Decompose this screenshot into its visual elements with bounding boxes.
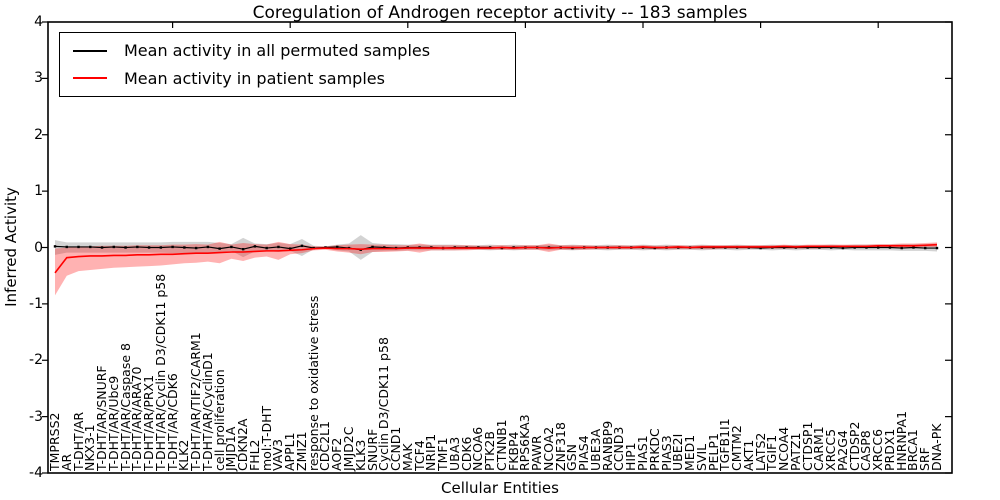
chart-title: Coregulation of Androgen receptor activi… bbox=[252, 3, 748, 23]
y-tick-label: -2 bbox=[29, 352, 43, 369]
y-tick-label: -4 bbox=[29, 465, 43, 481]
y-tick-label: 4 bbox=[34, 14, 43, 30]
legend-entry-permuted: Mean activity in all permuted samples bbox=[73, 41, 515, 60]
x-category-label: DNA-PK bbox=[929, 423, 944, 472]
y-tick-label: 2 bbox=[34, 126, 43, 143]
legend-entry-patient: Mean activity in patient samples bbox=[73, 69, 515, 88]
y-tick-label: 3 bbox=[34, 70, 43, 87]
y-tick-label: 0 bbox=[34, 239, 43, 256]
legend-label-permuted: Mean activity in all permuted samples bbox=[124, 41, 431, 61]
patient-mean-line bbox=[54, 243, 938, 274]
y-tick-label: -1 bbox=[29, 295, 43, 312]
y-tick-label: 1 bbox=[34, 183, 43, 200]
legend-label-patient: Mean activity in patient samples bbox=[124, 68, 385, 88]
legend: Mean activity in all permuted samples Me… bbox=[59, 32, 516, 97]
patient-band bbox=[55, 241, 937, 296]
x-axis-label: Cellular Entities bbox=[441, 479, 559, 497]
legend-line-patient-icon bbox=[73, 77, 107, 80]
y-tick-label: -3 bbox=[29, 408, 43, 425]
legend-line-permuted-icon bbox=[73, 49, 107, 52]
axis-ticks bbox=[42, 21, 952, 474]
